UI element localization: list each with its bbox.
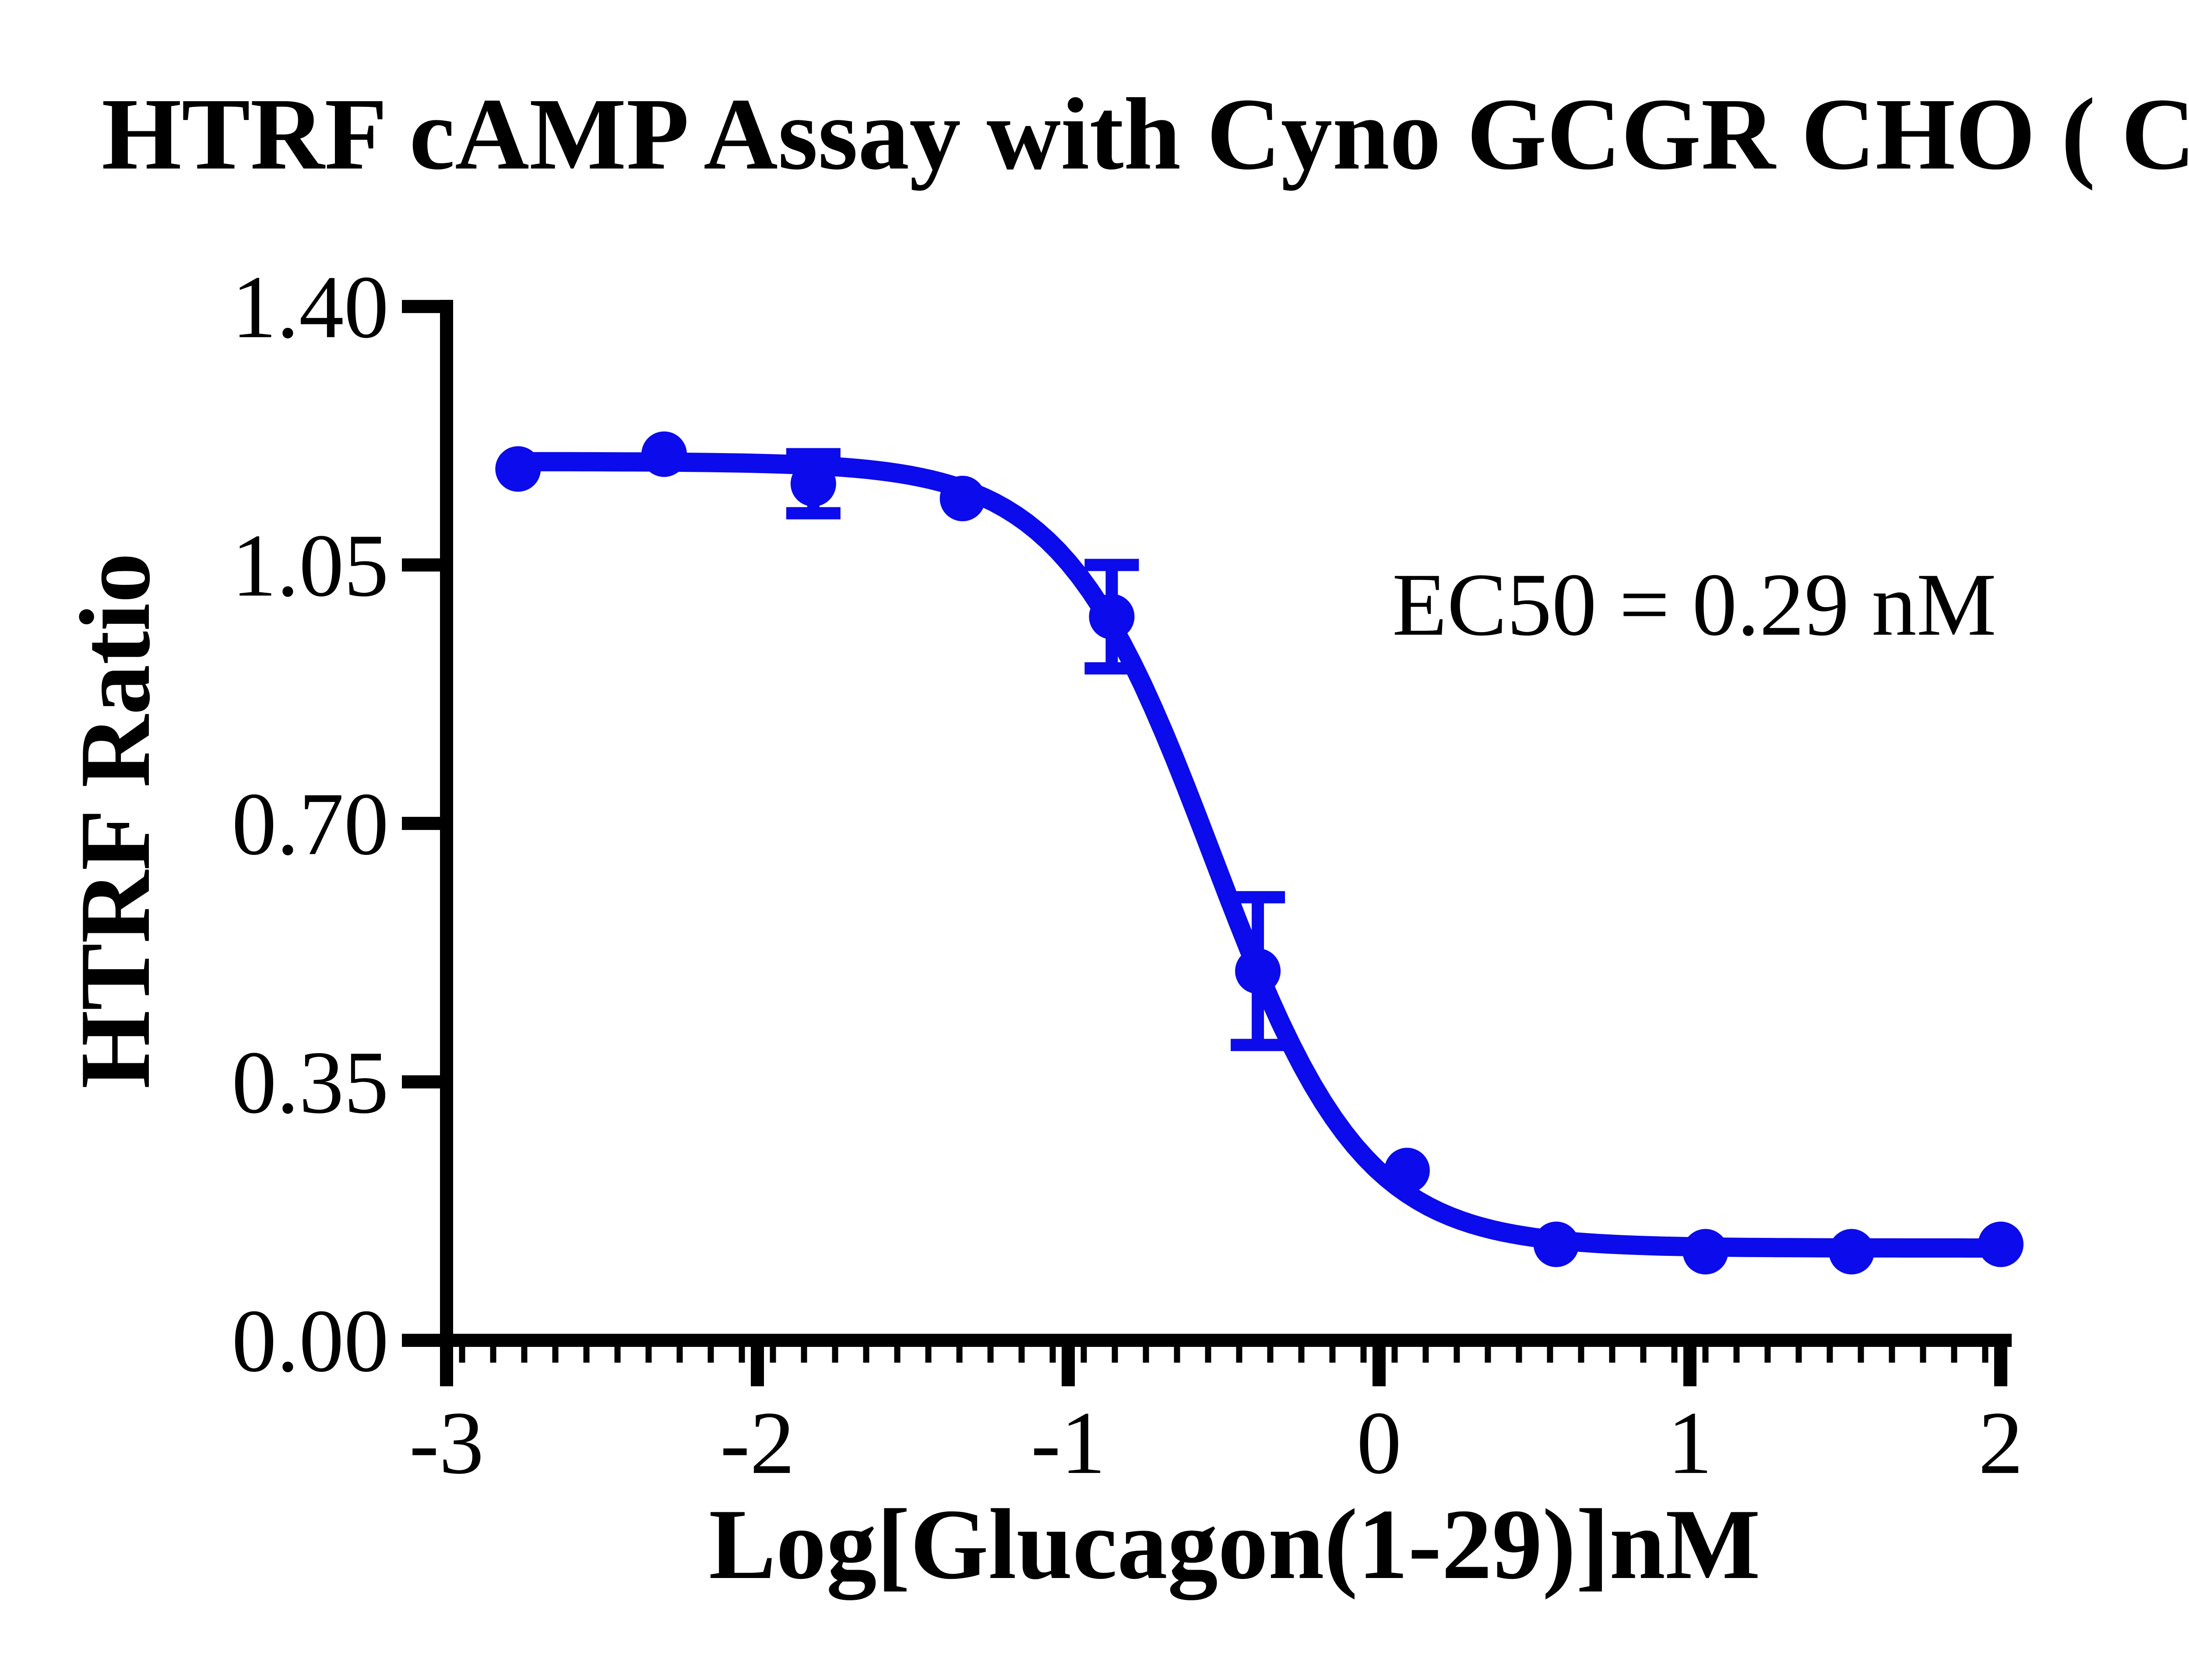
x-axis-title: Log[Glucagon(1-29)]nM xyxy=(709,1488,1760,1600)
data-point xyxy=(1235,948,1281,994)
x-major-tick xyxy=(751,1340,764,1386)
x-minor-tick xyxy=(1858,1347,1864,1363)
x-major-tick xyxy=(1683,1340,1696,1386)
y-tick-label: 0.00 xyxy=(232,1291,389,1391)
x-minor-tick xyxy=(1018,1347,1025,1363)
x-minor-tick xyxy=(1267,1347,1274,1363)
x-minor-tick xyxy=(1205,1347,1211,1363)
x-minor-tick xyxy=(1795,1347,1802,1363)
x-tick-label: 1 xyxy=(1668,1393,1713,1493)
x-minor-tick xyxy=(552,1347,559,1363)
x-minor-tick xyxy=(1951,1347,1957,1363)
x-minor-tick xyxy=(1640,1347,1647,1363)
x-tick-label: 0 xyxy=(1357,1393,1402,1493)
data-point xyxy=(1533,1221,1579,1267)
x-minor-tick xyxy=(1609,1347,1615,1363)
x-minor-tick xyxy=(1920,1347,1926,1363)
x-major-tick xyxy=(1062,1340,1075,1386)
x-minor-tick xyxy=(832,1347,838,1363)
data-point xyxy=(1978,1221,2024,1267)
x-minor-tick xyxy=(1329,1347,1336,1363)
x-minor-tick xyxy=(739,1347,745,1363)
x-minor-tick xyxy=(645,1347,652,1363)
x-minor-tick xyxy=(863,1347,869,1363)
x-minor-tick xyxy=(459,1347,465,1363)
y-tick-label: 0.70 xyxy=(232,774,389,874)
data-point xyxy=(1682,1229,1728,1275)
x-major-tick xyxy=(1994,1340,2007,1386)
x-minor-tick xyxy=(1049,1347,1056,1363)
x-minor-tick xyxy=(925,1347,932,1363)
x-minor-tick xyxy=(1080,1347,1087,1363)
data-point xyxy=(495,446,541,492)
x-major-tick xyxy=(1373,1340,1386,1386)
x-minor-tick xyxy=(1391,1347,1398,1363)
data-point xyxy=(940,475,985,521)
y-major-tick xyxy=(402,300,453,313)
x-minor-tick xyxy=(614,1347,621,1363)
y-tick-label: 1.05 xyxy=(232,516,389,615)
x-minor-tick xyxy=(770,1347,776,1363)
y-major-tick xyxy=(402,558,453,572)
x-minor-tick xyxy=(521,1347,528,1363)
x-minor-tick xyxy=(1982,1347,1988,1363)
x-tick-label: -1 xyxy=(1031,1393,1106,1493)
x-minor-tick xyxy=(1889,1347,1895,1363)
x-minor-tick xyxy=(956,1347,963,1363)
y-major-tick xyxy=(402,817,453,830)
x-axis-line xyxy=(405,1334,2012,1347)
ec50-annotation: EC50 = 0.29 nM xyxy=(1392,555,1996,654)
x-minor-tick xyxy=(490,1347,496,1363)
x-tick-label: -3 xyxy=(409,1393,484,1493)
x-minor-tick xyxy=(1516,1347,1522,1363)
chart-title: HTRF cAMP Assay with Cyno GCGR CHO ( C10… xyxy=(102,77,2189,191)
x-minor-tick xyxy=(1764,1347,1771,1363)
y-major-tick xyxy=(402,1075,453,1089)
x-tick-label: -2 xyxy=(720,1393,795,1493)
series-glucagon xyxy=(495,431,2024,1275)
x-minor-tick xyxy=(1174,1347,1180,1363)
x-minor-tick xyxy=(1298,1347,1305,1363)
x-minor-tick xyxy=(1827,1347,1833,1363)
x-minor-tick xyxy=(1733,1347,1740,1363)
x-minor-tick xyxy=(1578,1347,1584,1363)
data-point xyxy=(1829,1229,1875,1275)
x-minor-tick xyxy=(1360,1347,1367,1363)
y-axis-line xyxy=(440,300,453,1385)
x-minor-tick xyxy=(1671,1347,1678,1363)
x-minor-tick xyxy=(1143,1347,1149,1363)
data-point xyxy=(1384,1147,1430,1193)
y-axis-title: HTRF Ratio xyxy=(59,553,171,1089)
data-point xyxy=(1089,594,1135,640)
x-minor-tick xyxy=(1547,1347,1553,1363)
x-minor-tick xyxy=(801,1347,807,1363)
x-minor-tick xyxy=(894,1347,901,1363)
x-minor-tick xyxy=(583,1347,590,1363)
x-minor-tick xyxy=(1422,1347,1429,1363)
x-major-tick xyxy=(440,1340,453,1386)
x-minor-tick xyxy=(1702,1347,1709,1363)
y-tick-label: 0.35 xyxy=(232,1033,389,1132)
x-minor-tick xyxy=(1453,1347,1460,1363)
data-point xyxy=(790,461,836,507)
x-minor-tick xyxy=(707,1347,714,1363)
x-minor-tick xyxy=(1112,1347,1118,1363)
axes: 0.00 0.35 0.70 1.05 1.40 -3 -2 -1 0 1 2 xyxy=(232,257,2023,1493)
x-minor-tick xyxy=(1236,1347,1242,1363)
y-tick-label: 1.40 xyxy=(232,257,389,357)
x-minor-tick xyxy=(676,1347,683,1363)
x-tick-label: 2 xyxy=(1978,1393,2024,1493)
x-minor-tick xyxy=(1485,1347,1491,1363)
data-point xyxy=(641,431,687,477)
x-minor-tick xyxy=(987,1347,994,1363)
